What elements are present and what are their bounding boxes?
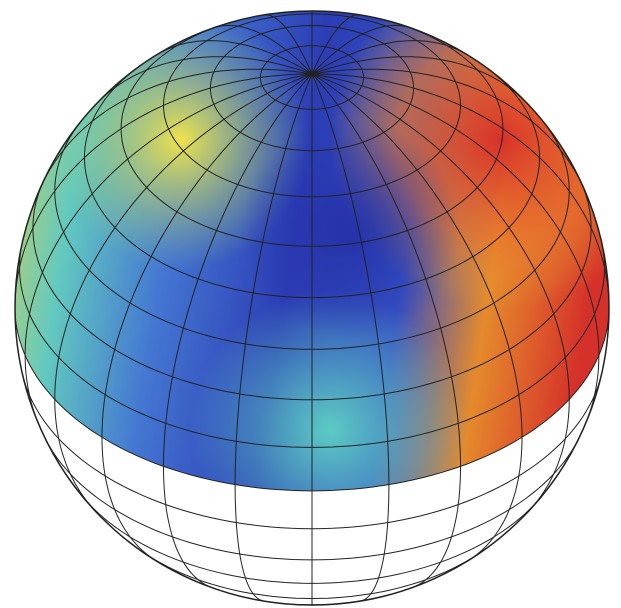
meridian (311, 73, 523, 562)
meridian (311, 14, 360, 75)
meridian (158, 40, 313, 75)
meridian (311, 73, 390, 602)
globe-outline (14, 10, 610, 606)
meridian (24, 73, 313, 426)
meridian (40, 68, 313, 188)
meridian (14, 73, 312, 308)
meridian (54, 73, 313, 510)
meridian (311, 73, 600, 426)
meridian (234, 73, 313, 602)
meridian (311, 73, 570, 510)
meridian (311, 56, 529, 105)
meridian (101, 73, 313, 562)
meridian (163, 73, 313, 588)
meridian (311, 24, 412, 75)
meridian (311, 68, 584, 188)
graticule (14, 10, 610, 606)
meridian (312, 73, 610, 308)
meridian (95, 56, 313, 105)
meridian (212, 24, 313, 75)
meridian (264, 14, 313, 75)
meridian (311, 73, 461, 588)
meridian (311, 40, 466, 75)
